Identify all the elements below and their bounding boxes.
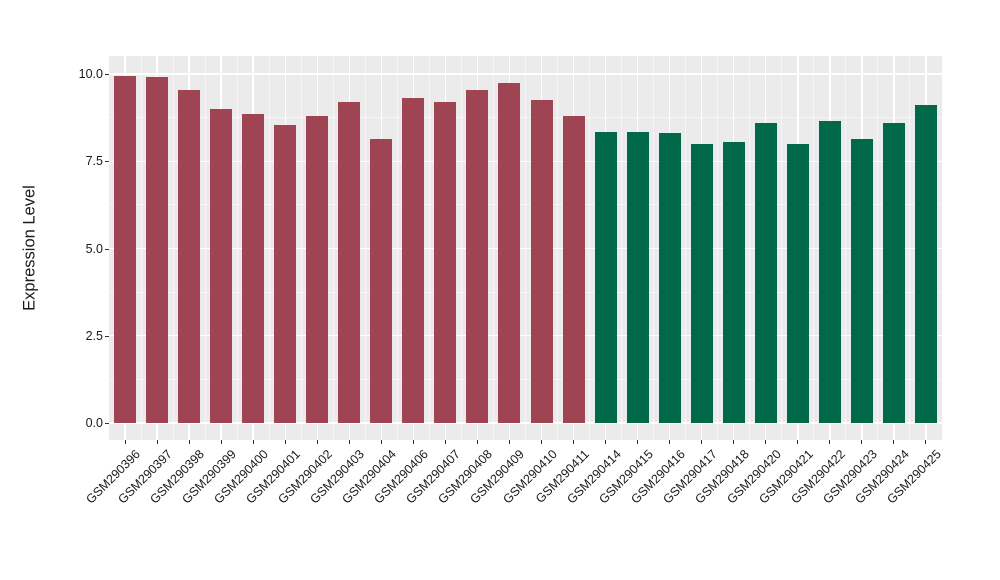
bar-GSM290400 [242,114,265,423]
bar-GSM290406 [402,98,425,423]
y-tick-label: 0.0 [85,416,103,430]
bar-GSM290424 [882,122,905,423]
y-tick-label: 10.0 [78,67,103,81]
gridline-major-h [109,335,942,337]
gridline-major-h [109,73,942,75]
y-axis-title: Expression Level [20,185,39,311]
bar-GSM290414 [594,131,617,423]
bar-GSM290415 [626,131,649,423]
x-tick-mark [637,440,639,444]
x-tick-mark [284,440,286,444]
y-tick-mark [105,423,109,424]
y-tick-mark [105,161,109,163]
gridline-major-h [109,422,942,424]
x-tick-mark [156,440,158,444]
x-tick-mark [669,440,671,444]
x-tick-mark [508,440,510,444]
bar-GSM290425 [914,105,937,423]
x-tick-mark [925,440,927,444]
bar-GSM290423 [850,138,873,423]
x-tick-mark [797,440,799,444]
x-tick-mark [573,440,575,444]
x-tick-mark [252,440,254,444]
bar-GSM290411 [562,115,585,423]
x-tick-mark [829,440,831,444]
bar-GSM290417 [690,143,713,423]
y-tick-label: 7.5 [85,154,103,169]
plot-panel [109,56,942,440]
bar-GSM290408 [466,89,489,423]
bar-GSM290407 [434,101,457,423]
x-tick-mark [605,440,607,444]
bar-GSM290398 [178,89,201,423]
gridline-major-h [109,160,942,162]
x-tick-mark [765,440,767,444]
bar-GSM290402 [306,115,329,423]
bar-GSM290404 [370,138,393,423]
bar-GSM290416 [658,133,681,423]
x-tick-mark [701,440,703,444]
x-tick-mark [316,440,318,444]
bar-GSM290399 [210,108,233,423]
bar-GSM290422 [818,121,841,423]
bar-GSM290403 [338,101,361,423]
bar-GSM290409 [498,82,521,423]
x-tick-mark [220,440,222,444]
bar-GSM290420 [754,122,777,423]
x-tick-mark [476,440,478,444]
x-tick-mark [348,440,350,444]
x-tick-mark [124,440,126,444]
bar-GSM290397 [146,77,169,423]
x-tick-mark [188,440,190,444]
gridline-major-h [109,247,942,250]
bar-GSM290396 [114,75,137,423]
x-tick-mark [893,440,895,444]
x-tick-mark [541,440,543,444]
bar-GSM290418 [722,142,745,423]
y-tick-label: 5.0 [85,241,103,256]
x-tick-mark [444,440,446,444]
x-tick-mark [861,440,863,444]
y-tick-mark [105,248,109,250]
bar-GSM290410 [530,100,553,423]
x-tick-mark [733,440,735,444]
x-tick-mark [412,440,414,444]
y-tick-label: 2.5 [85,328,103,343]
bar-GSM290401 [274,124,297,423]
y-tick-mark [105,335,109,337]
x-tick-mark [380,440,382,444]
y-tick-mark [105,74,109,75]
bar-GSM290421 [786,143,809,423]
